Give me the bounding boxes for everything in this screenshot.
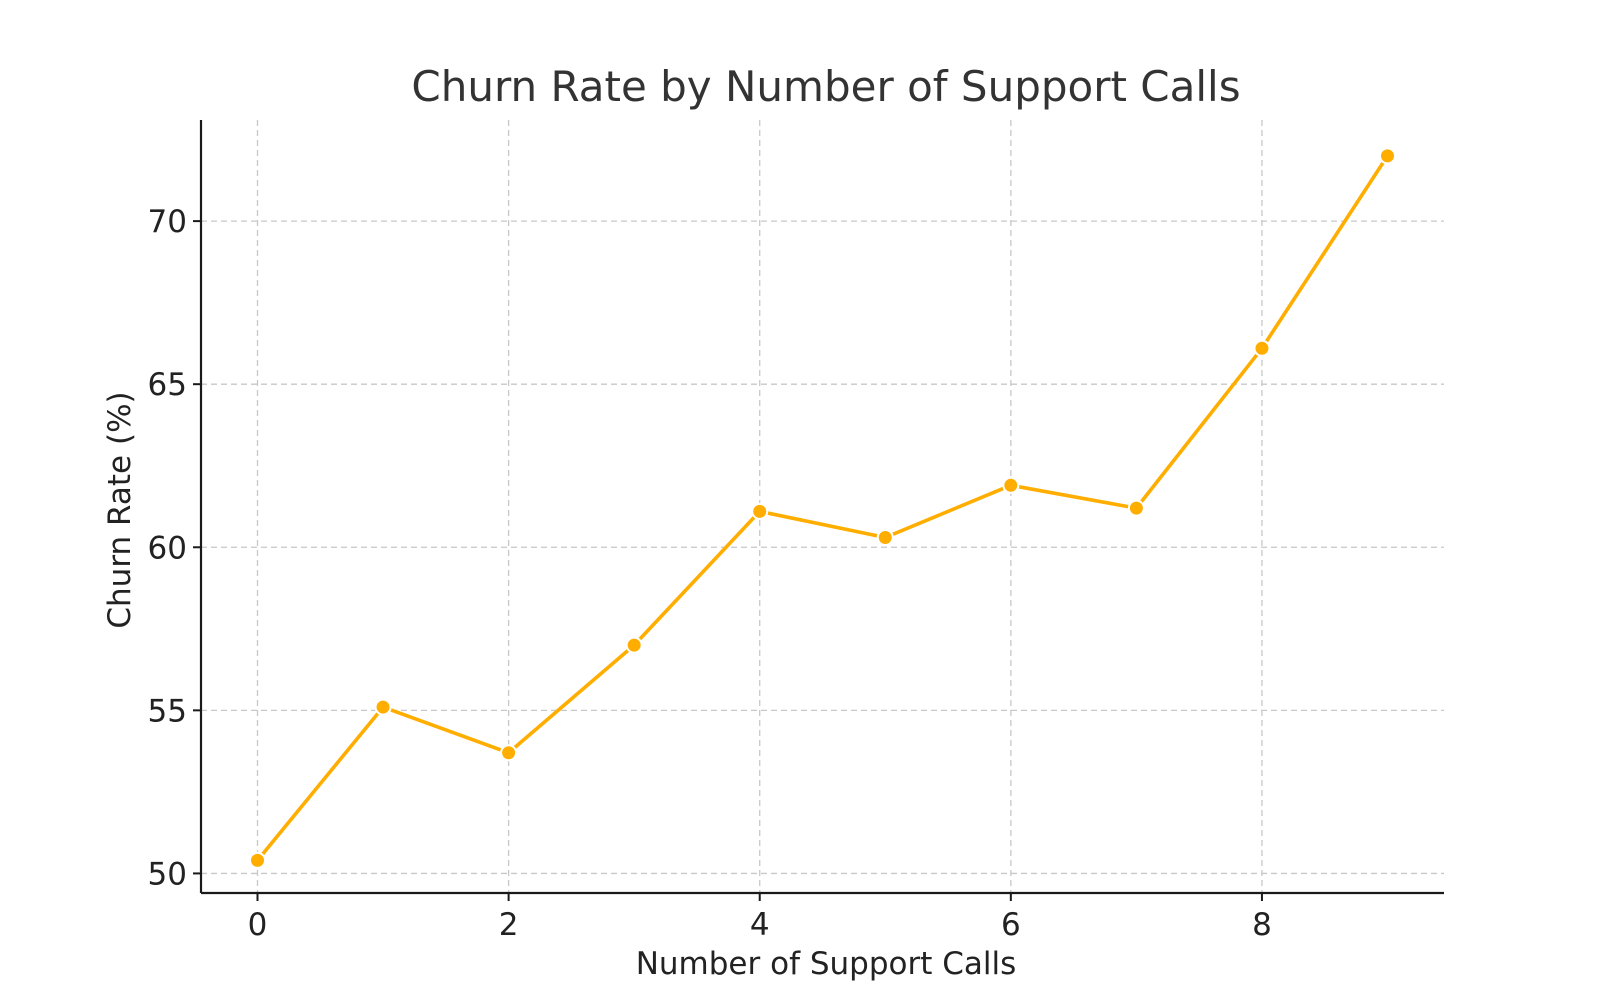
x-axis-ticks: 0 2 4 6 8 xyxy=(248,893,1272,943)
series-churn-rate xyxy=(249,147,1396,869)
y-tick-label-70: 70 xyxy=(148,204,187,240)
x-tick-label-0: 0 xyxy=(248,907,268,943)
data-point-8 xyxy=(1253,339,1271,357)
data-point-7 xyxy=(1127,499,1145,517)
x-tick-label-8: 8 xyxy=(1252,907,1272,943)
data-point-3 xyxy=(625,636,643,654)
y-tick-label-65: 65 xyxy=(148,367,187,403)
x-tick-label-4: 4 xyxy=(750,907,770,943)
data-point-4 xyxy=(751,502,769,520)
y-tick-label-60: 60 xyxy=(148,530,187,566)
chart-title: Churn Rate by Number of Support Calls xyxy=(411,62,1240,111)
x-tick-label-6: 6 xyxy=(1001,907,1021,943)
y-axis-ticks: 50 55 60 65 70 xyxy=(148,204,201,892)
data-point-9 xyxy=(1379,147,1396,165)
data-point-1 xyxy=(374,698,392,716)
x-tick-label-2: 2 xyxy=(499,907,519,943)
y-tick-label-55: 55 xyxy=(148,693,187,729)
data-point-6 xyxy=(1002,476,1020,494)
data-point-2 xyxy=(500,744,518,762)
y-tick-label-50: 50 xyxy=(148,856,187,892)
data-point-5 xyxy=(876,528,894,546)
data-point-0 xyxy=(249,851,266,869)
grid xyxy=(201,120,1444,893)
y-axis-label: Churn Rate (%) xyxy=(102,391,138,628)
axes xyxy=(199,120,1444,895)
series-line-0 xyxy=(255,154,1390,863)
x-axis-label: Number of Support Calls xyxy=(636,946,1017,982)
